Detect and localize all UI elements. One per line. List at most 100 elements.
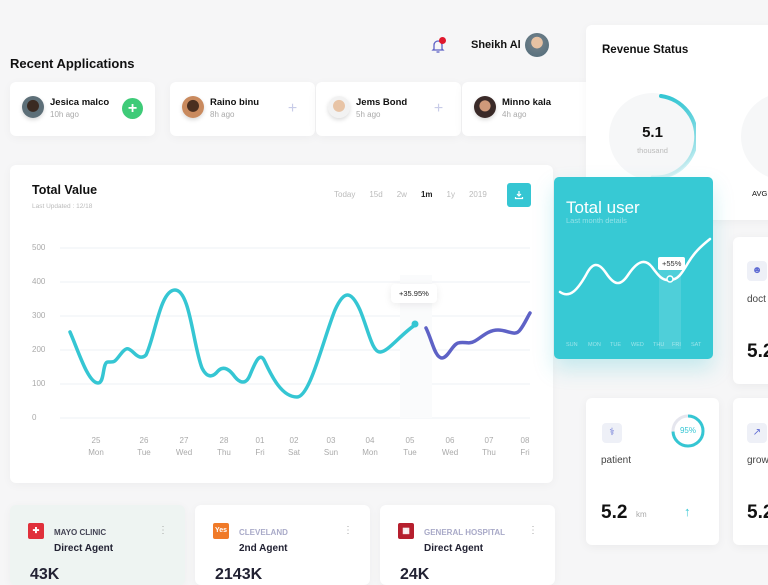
tab-1y[interactable]: 1y (446, 190, 455, 199)
growth-label: grow (747, 455, 768, 466)
add-button[interactable]: + (122, 98, 143, 119)
patient-progress: 95% (679, 426, 696, 435)
user-avatar[interactable] (525, 33, 549, 57)
x-weekday: Thu (482, 448, 496, 457)
x-day: 04 (365, 436, 375, 445)
patient-unit: km (636, 510, 647, 519)
application-card[interactable]: Jesica malco 10h ago + (10, 82, 155, 136)
x-day: 27 (179, 436, 189, 445)
hospital-name: MAYO CLINIC (54, 528, 107, 537)
growth-value: 5.2 (747, 502, 768, 523)
applicant-name: Minno kala (502, 97, 552, 108)
hospital-agent: Direct Agent (54, 543, 114, 554)
notification-badge (439, 37, 446, 44)
add-button[interactable]: + (433, 100, 444, 117)
applicant-name: Jems Bond (356, 97, 408, 108)
x-day: 25 (91, 436, 101, 445)
revenue-status-title: Revenue Status (602, 44, 689, 56)
revenue-gauge-arc (650, 94, 696, 180)
hospital-name: GENERAL HOSPITAL (424, 528, 506, 537)
x-day: 06 (445, 436, 455, 445)
user-name[interactable]: Sheikh Al (471, 39, 521, 51)
day-label: WED (631, 342, 644, 348)
arrow-up-icon: ↑ (684, 504, 691, 519)
mayo-clinic-logo: ✚ (28, 523, 44, 539)
tab-today[interactable]: Today (334, 190, 356, 199)
hospital-agent: 2nd Agent (239, 543, 288, 554)
growth-stat-card[interactable]: ↗ grow 5.2 (733, 398, 768, 545)
day-label: SUN (566, 342, 578, 348)
day-label: FRI (672, 342, 681, 348)
last-updated: Last Updated : 12/18 (32, 203, 93, 210)
x-day: 03 (326, 436, 336, 445)
tab-15d[interactable]: 15d (369, 190, 383, 199)
total-user-subtitle: Last month details (566, 216, 627, 225)
day-label: THU (653, 342, 665, 348)
growth-icon: ↗ (747, 423, 767, 443)
x-day: 26 (139, 436, 149, 445)
x-day: 01 (255, 436, 265, 445)
hospital-value: 43K (30, 566, 60, 583)
y-tick: 300 (32, 311, 46, 320)
application-time: 10h ago (50, 110, 79, 119)
x-weekday: Wed (441, 448, 459, 457)
hospital-card[interactable]: ▦ GENERAL HOSPITAL Direct Agent ⋮ 24K (380, 505, 555, 585)
tab-1m[interactable]: 1m (420, 190, 433, 199)
application-time: 4h ago (502, 110, 527, 119)
avatar (328, 96, 350, 118)
patient-icon: ⚕ (602, 423, 622, 443)
doctor-value: 5.2 (747, 341, 768, 362)
highlight-bar (659, 267, 681, 349)
x-weekday: Fri (255, 448, 265, 457)
application-card[interactable]: Jems Bond 5h ago + (316, 82, 461, 136)
application-card[interactable]: Raino binu 8h ago + (170, 82, 315, 136)
hospital-card[interactable]: Yes CLEVELAND 2nd Agent ⋮ 2143K (195, 505, 370, 585)
x-day: 28 (219, 436, 229, 445)
total-user-tooltip: +55% (658, 257, 686, 270)
y-tick: 200 (32, 345, 46, 354)
total-user-chart (558, 237, 712, 296)
avg-gauge (741, 93, 768, 180)
recent-applications-title: Recent Applications (10, 56, 135, 71)
total-user-title: Total user (566, 198, 640, 217)
more-menu-icon[interactable]: ⋮ (528, 525, 538, 536)
patient-stat-card[interactable]: ⚕ 95% patient 5.2 km ↑ (586, 398, 719, 545)
total-value-card: Total Value Last Updated : 12/18 Today 1… (10, 165, 553, 483)
x-day: 07 (484, 436, 494, 445)
more-menu-icon[interactable]: ⋮ (343, 525, 353, 536)
add-button[interactable]: + (287, 100, 298, 117)
x-day: 08 (520, 436, 530, 445)
patient-value: 5.2 (601, 502, 628, 523)
hospital-name: CLEVELAND (239, 528, 288, 537)
x-weekday: Sat (287, 448, 300, 457)
y-tick: 0 (32, 413, 37, 422)
y-tick: 500 (32, 243, 46, 252)
doctor-stat-card[interactable]: ☻ doct 5.2 (733, 237, 768, 384)
application-time: 5h ago (356, 110, 381, 119)
x-day: 02 (289, 436, 299, 445)
total-user-card[interactable]: Total user Last month details +55% SUN M… (554, 177, 713, 359)
revenue-unit: thousand (637, 146, 668, 155)
x-weekday: Sun (323, 448, 339, 457)
general-hospital-logo: ▦ (398, 523, 414, 539)
hospital-card[interactable]: ✚ MAYO CLINIC Direct Agent ⋮ 43K (10, 505, 185, 585)
applicant-name: Raino binu (210, 97, 260, 108)
x-weekday: Fri (520, 448, 530, 457)
hospital-value: 2143K (215, 566, 263, 583)
hospital-agent: Direct Agent (424, 543, 484, 554)
avatar (22, 96, 44, 118)
download-button[interactable] (507, 183, 531, 207)
x-weekday: Tue (137, 448, 151, 457)
application-card[interactable]: Minno kala 4h ago (462, 82, 592, 136)
doctor-label: doct (747, 294, 766, 305)
x-weekday: Thu (217, 448, 231, 457)
x-weekday: Mon (362, 448, 378, 457)
more-menu-icon[interactable]: ⋮ (158, 525, 168, 536)
tab-2w[interactable]: 2w (396, 190, 407, 199)
day-label: TUE (610, 342, 621, 348)
tab-2019[interactable]: 2019 (468, 190, 487, 199)
y-tick: 400 (32, 277, 46, 286)
revenue-value: 5.1 (642, 124, 663, 141)
revenue-status-card: Revenue Status 5.1 thousand AVG (586, 25, 768, 220)
total-value-chart (60, 247, 532, 419)
